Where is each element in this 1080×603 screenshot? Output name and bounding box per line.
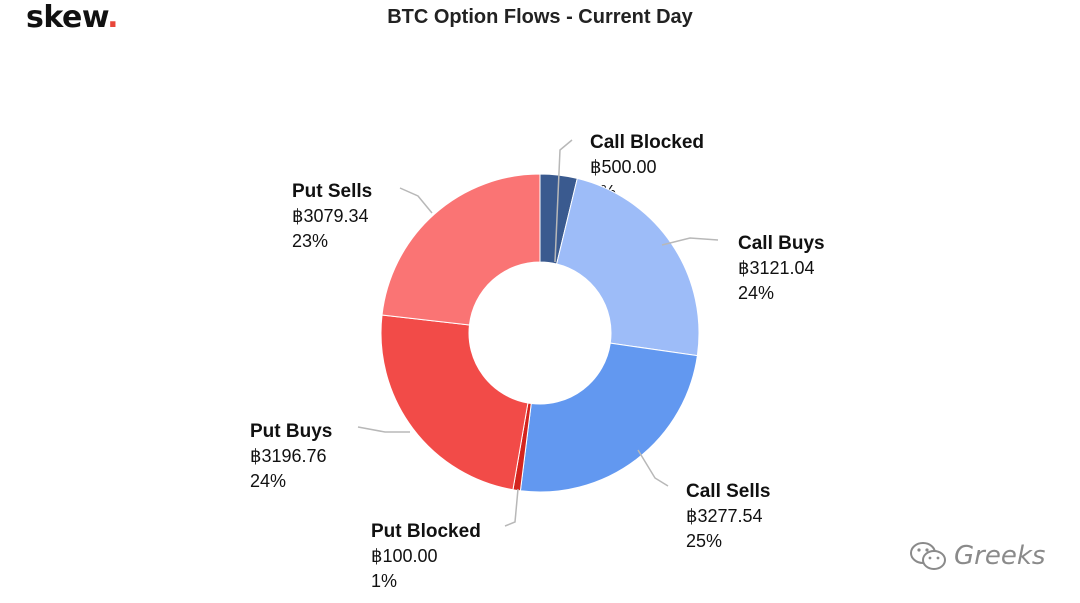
label-name-put-sells: Put Sells [292, 181, 372, 202]
label-percent-put-blocked: 1% [371, 571, 397, 591]
slice-call-buys[interactable] [556, 177, 700, 357]
label-value-call-sells: ฿3277.54 [686, 506, 763, 526]
brand-dot: . [107, 0, 119, 35]
connector-put-sells [399, 187, 433, 214]
wechat-icon [910, 542, 946, 570]
watermark: Greeks [908, 540, 1045, 572]
label-value-call-blocked: ฿500.00 [590, 157, 657, 177]
watermark-text: Greeks [954, 541, 1046, 571]
label-name-put-blocked: Put Blocked [371, 521, 481, 542]
label-percent-put-sells: 23% [292, 231, 328, 251]
label-name-call-buys: Call Buys [738, 233, 825, 254]
label-name-call-sells: Call Sells [686, 481, 771, 502]
connector-call-sells [637, 449, 669, 487]
label-percent-call-buys: 24% [738, 283, 774, 303]
label-name-put-buys: Put Buys [250, 421, 332, 442]
label-value-put-sells: ฿3079.34 [292, 206, 369, 226]
label-value-put-blocked: ฿100.00 [371, 546, 438, 566]
connector-put-blocked [504, 488, 519, 527]
connector-call-buys [661, 237, 719, 246]
slice-call-sells[interactable] [519, 342, 698, 493]
label-percent-call-sells: 25% [686, 531, 722, 551]
skew-logo: skew. [26, 0, 119, 35]
brand-name: skew [26, 0, 108, 35]
label-value-call-buys: ฿3121.04 [738, 258, 815, 278]
slice-put-buys[interactable] [380, 314, 529, 491]
slice-put-sells[interactable] [381, 173, 541, 326]
label-name-call-blocked: Call Blocked [590, 132, 704, 153]
connector-put-buys [357, 426, 410, 433]
chart-title: BTC Option Flows - Current Day [387, 6, 693, 28]
label-percent-put-buys: 24% [250, 471, 286, 491]
label-value-put-buys: ฿3196.76 [250, 446, 327, 466]
connector-call-blocked [554, 139, 573, 263]
